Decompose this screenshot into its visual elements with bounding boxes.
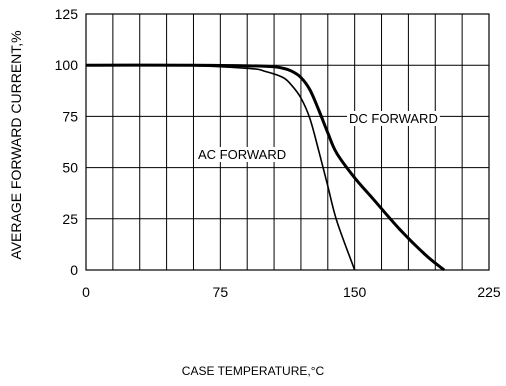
x-axis-label: CASE TEMPERATURE,°C — [181, 364, 325, 378]
series-line-dc-forward — [85, 63, 446, 272]
y-axis-label: AVERAGE FORWARD CURRENT,% — [8, 30, 24, 259]
y-tick-label: 0 — [70, 262, 78, 278]
y-tick-label: 100 — [55, 57, 79, 73]
annotation-dc-forward: DC FORWARD — [349, 111, 438, 126]
annotation-background — [196, 147, 289, 162]
x-tick-label: 150 — [343, 284, 367, 300]
plot-frame — [85, 13, 490, 271]
y-tick-label: 25 — [62, 211, 78, 227]
annotation-background — [347, 111, 440, 126]
grid — [86, 14, 489, 270]
series-layer — [85, 63, 446, 272]
y-tick-label: 50 — [62, 160, 78, 176]
series-line-ac-forward — [85, 64, 356, 271]
tick-labels: 0 25 50 75 100 125 0 75 150 225 — [55, 6, 501, 300]
y-tick-label: 125 — [55, 6, 79, 22]
annotation-ac-forward: AC FORWARD — [198, 147, 286, 162]
x-tick-label: 225 — [477, 284, 501, 300]
x-tick-label: 0 — [82, 284, 90, 300]
x-tick-label: 75 — [213, 284, 229, 300]
y-tick-label: 75 — [62, 108, 78, 124]
